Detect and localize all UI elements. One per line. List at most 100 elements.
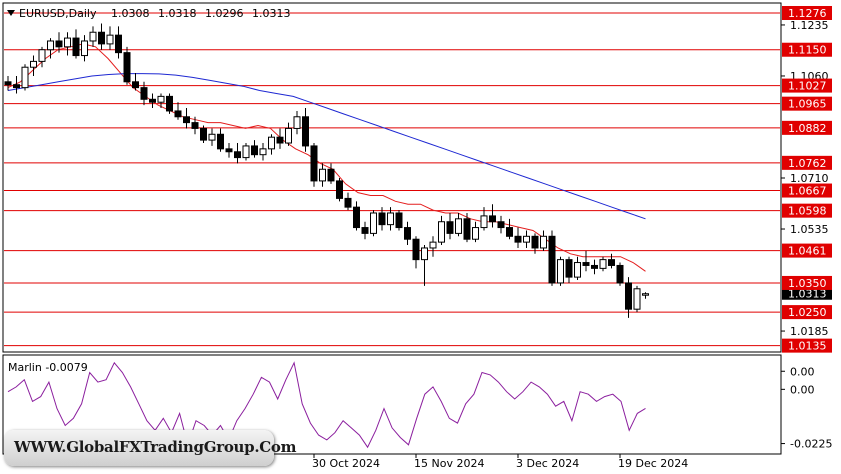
level-price-tag: 1.0250: [782, 305, 832, 320]
level-price-label: 1.0762: [788, 157, 827, 170]
candle[interactable]: [438, 215, 445, 246]
candle[interactable]: [166, 93, 173, 114]
candle[interactable]: [30, 55, 37, 76]
level-price-tag: 1.1150: [782, 42, 832, 57]
candle[interactable]: [217, 128, 224, 152]
candle[interactable]: [234, 143, 241, 164]
oscillator: [7, 361, 646, 449]
candle[interactable]: [429, 236, 437, 257]
candle[interactable]: [472, 221, 479, 243]
candle[interactable]: [191, 116, 199, 135]
candle[interactable]: [319, 163, 326, 187]
candle[interactable]: [514, 227, 522, 248]
level-price-tag: 1.1276: [782, 5, 832, 20]
candle[interactable]: [557, 256, 564, 286]
candle[interactable]: [582, 250, 590, 272]
candle[interactable]: [149, 93, 156, 109]
candle[interactable]: [625, 277, 632, 318]
high-value: 1.0318: [158, 7, 197, 20]
level-price-label: 1.0250: [788, 306, 827, 319]
level-price-tag: 1.0461: [782, 243, 832, 258]
candle[interactable]: [395, 210, 403, 231]
level-price-tag: 1.0135: [782, 338, 832, 353]
candle[interactable]: [591, 259, 598, 275]
candle[interactable]: [361, 221, 369, 240]
oscillator-tick-label: -0.0225: [790, 438, 832, 451]
candle[interactable]: [421, 245, 428, 286]
candle[interactable]: [259, 143, 267, 161]
level-price-label: 1.1027: [788, 80, 827, 93]
candle[interactable]: [38, 46, 46, 68]
candle[interactable]: [72, 29, 80, 59]
candle[interactable]: [157, 93, 165, 109]
candle[interactable]: [412, 236, 420, 269]
current-price-tag: 1.0313: [782, 287, 832, 301]
price-tick-label: 1.0185: [790, 325, 829, 338]
candle[interactable]: [327, 163, 335, 184]
candle[interactable]: [89, 26, 97, 47]
candle[interactable]: [132, 73, 139, 91]
candle[interactable]: [21, 64, 29, 91]
candle[interactable]: [268, 134, 275, 155]
candle[interactable]: [531, 233, 539, 254]
oscillator-tick-label: 0.00: [790, 365, 815, 378]
price-tick-label: 1.0710: [790, 172, 829, 185]
low-value: 1.0296: [205, 7, 244, 20]
candle[interactable]: [633, 285, 641, 313]
candle[interactable]: [293, 110, 301, 135]
date-tick-label: 19 Dec 2024: [618, 457, 688, 470]
candle[interactable]: [540, 230, 547, 251]
candle[interactable]: [55, 32, 63, 53]
candle[interactable]: [574, 256, 581, 281]
candle[interactable]: [565, 256, 573, 283]
candle[interactable]: [183, 108, 190, 129]
time-axis: 30 Oct 2024 15 Nov 2024 3 Dec 2024 19 Dec 2…: [312, 454, 688, 470]
candle[interactable]: [370, 210, 377, 237]
candle[interactable]: [378, 207, 386, 231]
candle[interactable]: [140, 81, 148, 106]
candle[interactable]: [242, 143, 250, 161]
candle[interactable]: [225, 143, 233, 158]
candle[interactable]: [506, 218, 513, 240]
candle[interactable]: [480, 207, 488, 231]
candle[interactable]: [463, 212, 471, 243]
candle[interactable]: [404, 221, 411, 246]
candle[interactable]: [4, 75, 12, 91]
level-price-tag: 1.0762: [782, 155, 832, 170]
candle[interactable]: [47, 38, 54, 59]
level-price-tag: 1.0598: [782, 203, 832, 218]
candle[interactable]: [616, 262, 624, 286]
candle[interactable]: [344, 192, 352, 211]
candle[interactable]: [276, 128, 284, 149]
candle[interactable]: [336, 178, 343, 202]
candle[interactable]: [13, 75, 20, 94]
horizontal-levels: [4, 12, 780, 347]
candle[interactable]: [208, 128, 216, 146]
candle[interactable]: [310, 143, 318, 187]
candle[interactable]: [446, 212, 454, 240]
candle[interactable]: [489, 204, 496, 228]
candle[interactable]: [64, 32, 71, 56]
candle[interactable]: [497, 215, 505, 234]
dropdown-triangle-icon[interactable]: [7, 10, 15, 16]
candle[interactable]: [123, 46, 131, 85]
candle[interactable]: [115, 26, 122, 59]
candle[interactable]: [608, 253, 615, 269]
candle[interactable]: [353, 201, 360, 231]
candle[interactable]: [200, 125, 207, 144]
candle[interactable]: [251, 140, 258, 158]
candle[interactable]: [548, 230, 556, 286]
candle[interactable]: [455, 212, 462, 237]
candle[interactable]: [599, 256, 607, 272]
candle[interactable]: [642, 292, 649, 299]
candle[interactable]: [523, 230, 530, 248]
candle[interactable]: [98, 23, 105, 50]
candle[interactable]: [174, 102, 182, 120]
candle[interactable]: [285, 122, 292, 146]
candle[interactable]: [81, 35, 88, 62]
candle[interactable]: [302, 108, 309, 152]
candle[interactable]: [387, 207, 394, 231]
candle[interactable]: [106, 26, 114, 50]
level-labels: 1.1276 1.1150 1.1027 1.0965 1.0882 1.0762 1.06…: [782, 5, 832, 353]
